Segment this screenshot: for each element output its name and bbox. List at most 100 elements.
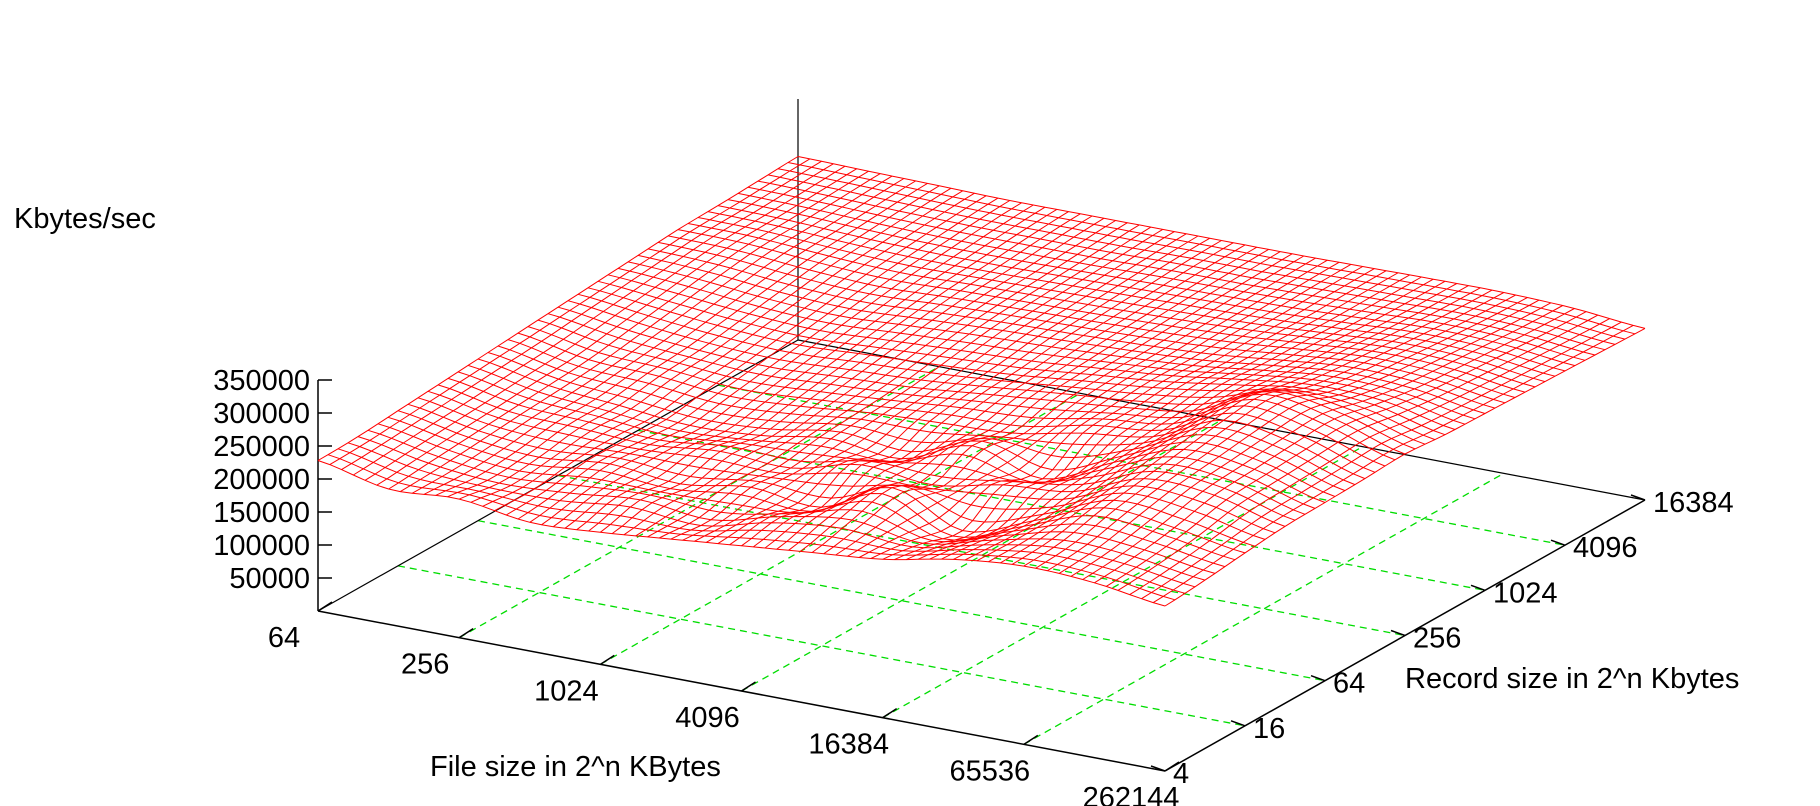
surface-line-file	[1141, 321, 1622, 600]
surface-line-file	[894, 268, 1375, 561]
y-axis-title: Record size in 2^n Kbytes	[1405, 663, 1739, 695]
surface-line-record	[577, 293, 1426, 445]
y-tick-label: 1024	[1493, 577, 1558, 609]
surface-line-file	[423, 178, 905, 495]
surface-line-file	[411, 175, 893, 494]
surface-line-file	[1152, 324, 1634, 604]
grid-line-x	[1023, 472, 1505, 745]
z-tick-label: 50000	[229, 563, 310, 595]
surface-line-file	[870, 263, 1352, 559]
y-tick	[1630, 494, 1646, 501]
surface-line-file	[858, 261, 1340, 558]
surface-line-file	[376, 168, 858, 486]
surface-line-file	[811, 253, 1293, 553]
surface-line-file	[788, 248, 1269, 551]
surface-line-file	[835, 257, 1316, 556]
surface-line-file	[435, 180, 916, 496]
y-tick	[1390, 629, 1406, 637]
x-tick	[317, 601, 333, 612]
x-tick	[882, 708, 898, 719]
surface-line-file	[529, 200, 1011, 523]
surface-line-file	[823, 255, 1305, 555]
surface-line-file	[647, 222, 1128, 538]
surface-line-file	[953, 278, 1434, 560]
surface-line-file	[741, 240, 1222, 547]
surface-line-record	[427, 390, 1276, 534]
surface-line-file	[353, 163, 834, 476]
surface-line-file	[929, 274, 1410, 560]
surface-line-file	[1117, 314, 1599, 591]
surface-line-file	[341, 160, 822, 471]
surface-line-record	[327, 454, 1176, 601]
y-tick-label: 16	[1253, 713, 1285, 745]
surface-line-file	[1070, 302, 1552, 577]
surface-line-file	[941, 276, 1422, 560]
surface-line-file	[976, 283, 1458, 562]
surface-line-file	[1082, 305, 1563, 580]
surface-line-file	[1047, 297, 1528, 572]
surface-line-file	[753, 242, 1234, 548]
z-axis-title: Kbytes/sec	[14, 203, 156, 235]
surface-line-file	[917, 272, 1399, 560]
surface-line-file	[599, 213, 1081, 533]
y-tick	[1310, 674, 1326, 682]
surface-line-record	[677, 229, 1526, 393]
surface-line-file	[1105, 311, 1587, 587]
surface-line-file	[658, 224, 1140, 539]
surface-line-file	[541, 202, 1022, 526]
surface-line-file	[494, 192, 975, 512]
surface-line-file	[635, 220, 1116, 537]
surface-line-file	[623, 217, 1105, 536]
x-tick	[1023, 734, 1039, 745]
y-tick	[1550, 539, 1566, 546]
x-axis-title: File size in 2^n KBytes	[430, 751, 721, 783]
surface-line-file	[447, 182, 928, 498]
x-tick-label: 16384	[808, 729, 889, 761]
surface-line-file	[364, 165, 846, 481]
grid-line-x	[882, 446, 1363, 719]
y-tick-label: 4	[1173, 758, 1189, 790]
y-tick-label: 64	[1333, 668, 1365, 700]
z-tick-label: 200000	[213, 464, 310, 496]
surface-line-file	[799, 251, 1281, 552]
y-tick-label: 4096	[1573, 532, 1638, 564]
grid-line-x	[600, 392, 1081, 665]
y-tick	[1470, 584, 1486, 592]
surface-line-file	[1164, 327, 1646, 607]
surface-line-file	[564, 206, 1046, 529]
surface-line-file	[988, 285, 1469, 563]
surface-line-file	[505, 195, 987, 516]
surface-line-file	[317, 156, 799, 461]
surface-line-file	[329, 158, 811, 466]
y-tick-label: 256	[1413, 623, 1461, 655]
z-tick-label: 150000	[213, 497, 310, 529]
surface-line-file	[776, 246, 1258, 550]
surface-line-file	[1011, 289, 1493, 565]
surface-line-file	[611, 215, 1093, 535]
surface-line-file	[576, 208, 1058, 531]
x-tick	[741, 681, 756, 692]
surface-line-file	[1023, 292, 1505, 567]
tick-labels: 5000010000015000020000025000030000035000…	[213, 365, 1733, 806]
surface-line-file	[682, 228, 1163, 541]
surface-line-file	[1035, 294, 1516, 569]
surface-line-file	[882, 266, 1363, 560]
surface-line-file	[1094, 308, 1575, 584]
x-tick-label: 262144	[1083, 782, 1180, 806]
z-tick-label: 100000	[213, 530, 310, 562]
surface-line-file	[553, 204, 1034, 528]
surface-line-file	[964, 280, 1446, 561]
surface-line-file	[1129, 318, 1610, 596]
x-tick-label: 64	[268, 622, 300, 654]
surface-line-file	[1000, 287, 1481, 564]
x-tick-label: 4096	[675, 702, 740, 734]
surface-line-file	[459, 185, 940, 500]
z-tick-label: 250000	[213, 431, 310, 463]
surface-line-file	[670, 226, 1152, 540]
surface-line-file	[470, 187, 952, 503]
y-tick	[1150, 765, 1166, 772]
y-tick-label: 16384	[1653, 487, 1734, 519]
surface-line-file	[1058, 299, 1540, 574]
surface-line-file	[705, 233, 1187, 543]
